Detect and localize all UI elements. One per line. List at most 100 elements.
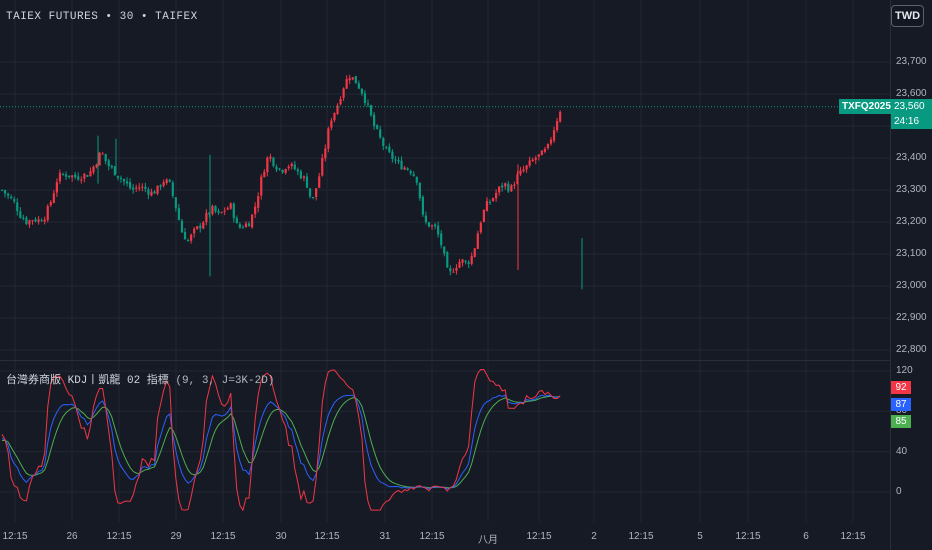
k-value-badge: 87 <box>891 398 911 411</box>
candle-body <box>183 231 187 240</box>
candle-body <box>77 176 80 180</box>
indicator-title[interactable]: 台灣券商版 KDJ丨凱龍 02 指標 (9, 3, J=3K-2D) <box>6 371 274 387</box>
candle-body <box>342 88 345 98</box>
candle-body <box>92 166 95 173</box>
candle-body <box>464 260 467 262</box>
candle-body <box>427 222 431 227</box>
candle-body <box>302 176 306 178</box>
time-tick-label: 12:15 <box>735 531 761 542</box>
price-tick-label: 23,100 <box>896 248 927 259</box>
candle-body <box>74 174 77 178</box>
candle-body <box>373 114 376 127</box>
time-tick-label: 12:15 <box>419 531 445 542</box>
candle-body <box>68 175 71 178</box>
kdj-tick-label: 40 <box>896 445 908 457</box>
candle-body <box>141 186 144 188</box>
candle-body <box>504 183 507 187</box>
candle-body <box>430 225 434 227</box>
candle-body <box>525 165 528 170</box>
candle-body <box>449 268 452 272</box>
d-value-badge: 85 <box>891 415 911 428</box>
candle-body <box>186 239 190 241</box>
candle-body <box>513 184 516 186</box>
candle-body <box>467 262 470 264</box>
candle-body <box>138 187 141 189</box>
time-tick-label: 29 <box>170 531 182 542</box>
candle-body <box>266 157 269 173</box>
candle-body <box>83 173 86 179</box>
time-tick-label: 2 <box>591 531 597 542</box>
candle-body <box>501 185 504 188</box>
candle-body <box>546 143 550 149</box>
candle-body <box>257 196 260 208</box>
candle-body <box>498 186 501 193</box>
candle-body <box>101 153 104 155</box>
candle-body <box>537 154 540 157</box>
price-tick-label: 22,900 <box>896 312 927 323</box>
candle-body <box>147 189 150 195</box>
candle-body <box>107 160 110 167</box>
candle-body <box>531 159 534 162</box>
candle-body <box>312 197 315 199</box>
currency-button[interactable]: TWD <box>891 5 924 27</box>
candle-body <box>421 196 424 215</box>
symbol-badge: TXFQ2025 <box>839 99 894 114</box>
candle-body <box>220 212 223 214</box>
candle-body <box>199 225 202 229</box>
price-tick-label: 23,700 <box>896 56 927 67</box>
candle-body <box>278 168 281 170</box>
candle-body <box>211 206 214 215</box>
time-tick-label: 八月 <box>478 535 498 546</box>
candle-body <box>104 153 107 162</box>
candle-body <box>296 169 299 172</box>
time-tick-label: 12:15 <box>526 531 552 542</box>
candle-body <box>116 175 119 178</box>
candle-body <box>16 202 19 212</box>
candle-body <box>437 225 440 235</box>
candle-body <box>397 159 400 162</box>
candle-body <box>290 163 293 167</box>
candle-body <box>488 201 492 203</box>
candle-body <box>275 166 278 170</box>
candle-body <box>22 217 25 220</box>
candle-body <box>125 181 129 184</box>
candle-body <box>49 202 52 206</box>
candle-body <box>549 139 553 144</box>
candle-body <box>403 167 406 170</box>
candle-body <box>171 182 174 197</box>
candle-body <box>360 88 363 94</box>
candle-body <box>46 206 49 221</box>
time-tick-label: 12:15 <box>628 531 654 542</box>
candle-body <box>284 168 287 173</box>
candle-body <box>369 105 373 116</box>
candle-body <box>443 246 446 254</box>
candle-body <box>485 200 489 212</box>
candle-body <box>376 125 379 129</box>
candle-body <box>28 220 31 225</box>
candle-body <box>400 160 403 170</box>
candle-body <box>37 219 40 222</box>
candle-body <box>119 177 123 179</box>
candle-body <box>519 170 522 175</box>
candle-body <box>229 203 232 209</box>
candle-body <box>0 189 4 191</box>
candle-body <box>510 185 513 192</box>
candle-body <box>217 210 220 213</box>
candle-body <box>357 83 360 89</box>
candle-body <box>71 175 74 178</box>
candle-body <box>64 174 68 177</box>
candle-body <box>299 171 302 179</box>
kdj-series <box>1 368 561 512</box>
candle-body <box>327 128 330 149</box>
candle-body <box>415 176 418 183</box>
candle-body <box>235 217 238 224</box>
candle-body <box>25 217 28 225</box>
time-tick-label: 5 <box>697 531 703 542</box>
candle-body <box>434 224 437 227</box>
candle-body <box>406 168 409 171</box>
candle-body <box>321 158 324 176</box>
candle-body <box>95 164 98 168</box>
candle-body <box>254 206 257 215</box>
candle-body <box>80 179 83 181</box>
